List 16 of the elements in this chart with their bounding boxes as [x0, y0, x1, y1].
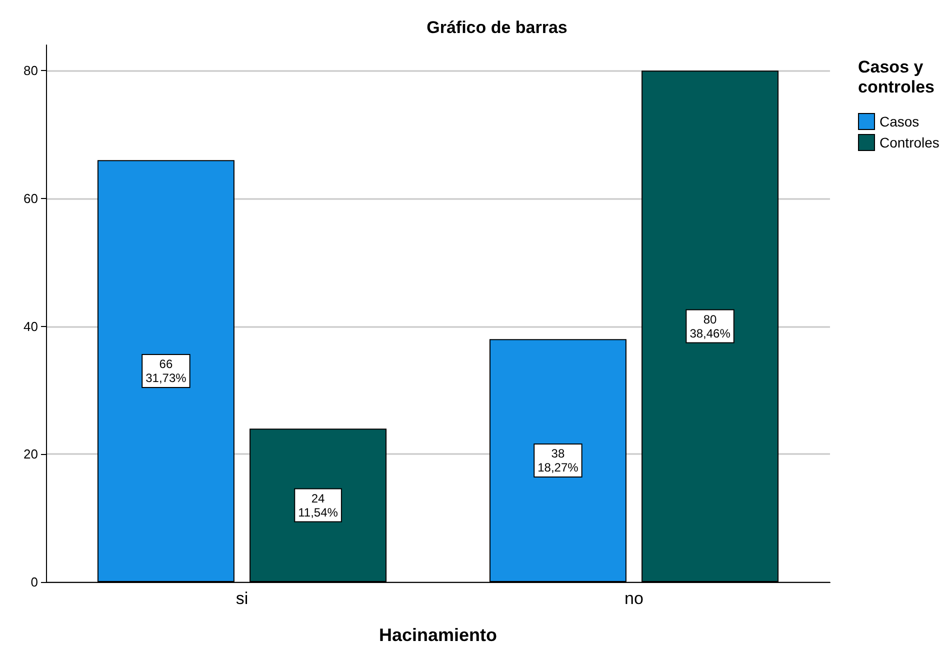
- legend-title: Casos y controles: [858, 58, 935, 96]
- legend-label: Controles: [880, 134, 940, 150]
- y-tick-label: 40: [24, 318, 38, 334]
- x-axis-title: Hacinamiento: [378, 625, 498, 645]
- data-label: 24 11,54%: [298, 491, 338, 520]
- legend-label: Casos: [880, 114, 920, 130]
- y-tick-label: 20: [24, 446, 38, 462]
- data-label: 80 38,46%: [690, 312, 731, 340]
- data-label: 38 18,27%: [538, 446, 579, 475]
- y-tick-label: 0: [30, 574, 38, 590]
- y-tick-label: 60: [24, 190, 38, 206]
- data-label: 66 31,73%: [146, 357, 187, 386]
- chart-title: Gráfico de barras: [426, 18, 568, 37]
- x-tick-label: no: [624, 589, 644, 608]
- y-tick-label: 80: [24, 63, 38, 78]
- x-tick-label: si: [236, 589, 248, 608]
